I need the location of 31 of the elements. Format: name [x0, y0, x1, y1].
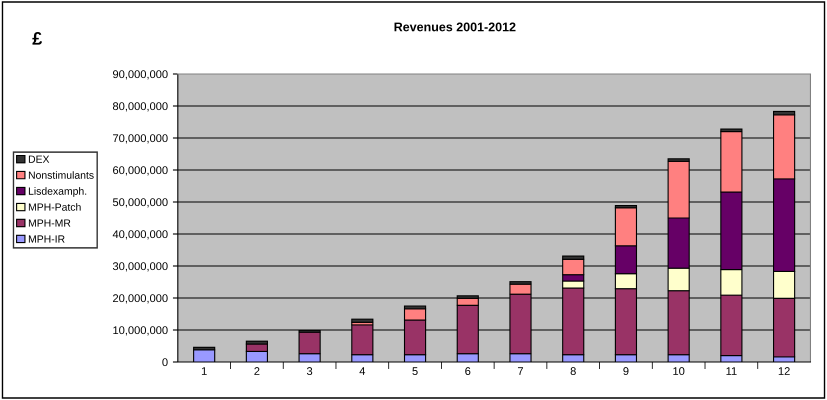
- x-tick-label: 1: [202, 367, 207, 375]
- x-tick-label: 8: [570, 367, 576, 376]
- x-tick-label: 12: [778, 367, 790, 375]
- y-tick-label: 70,000,000: [113, 134, 168, 144]
- y-tick-label: 50,000,000: [112, 198, 168, 208]
- x-tick-label: 5: [412, 367, 418, 376]
- y-axis-title: £: [32, 32, 42, 45]
- x-tick-label: 9: [623, 367, 628, 376]
- y-tick-label: 30,000,000: [112, 262, 168, 272]
- y-tick-label: 40,000,000: [112, 230, 168, 240]
- x-tick-label: 10: [673, 367, 684, 376]
- x-tick-label: 2: [254, 367, 260, 375]
- x-tick-label: 6: [465, 367, 470, 376]
- legend-label: MPH-Patch: [28, 203, 81, 211]
- y-tick-label: 10,000,000: [113, 326, 168, 336]
- x-tick-label: 7: [518, 367, 524, 375]
- legend-label: MPH-MR: [28, 219, 70, 227]
- chart-title: Revenues 2001-2012: [394, 22, 516, 32]
- y-tick-label: 60,000,000: [113, 166, 168, 176]
- bar: [351, 318, 374, 323]
- x-tick-label: 11: [726, 367, 737, 375]
- legend-label: Nonstimulants: [28, 171, 94, 179]
- legend-label: MPH-IR: [28, 235, 65, 243]
- x-tick-label: 3: [306, 367, 312, 376]
- y-tick-label: 80,000,000: [112, 102, 168, 112]
- y-tick-label: 0: [162, 358, 168, 366]
- legend-label: DEX: [28, 156, 50, 163]
- y-tick-label: 90,000,000: [113, 70, 168, 80]
- legend-label: Lisdexamph.: [28, 187, 86, 197]
- y-tick-label: 20,000,000: [113, 294, 168, 304]
- x-tick-label: 4: [359, 367, 366, 375]
